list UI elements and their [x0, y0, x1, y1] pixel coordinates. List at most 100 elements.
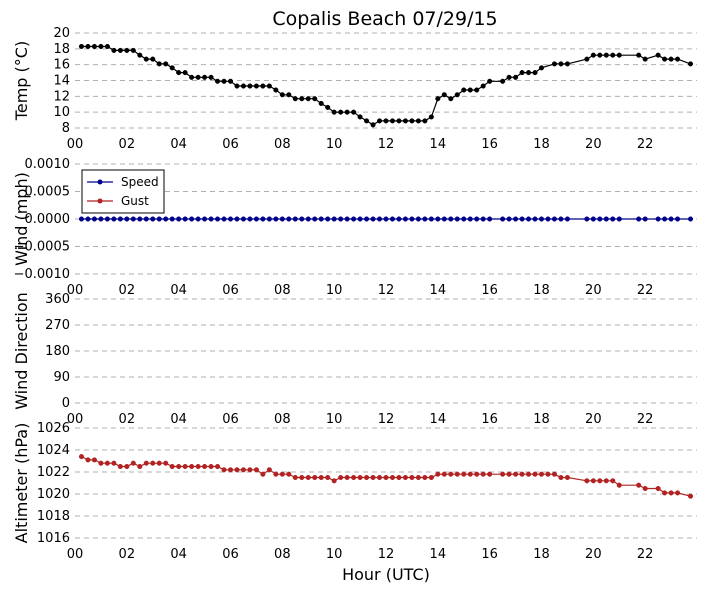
dir-y-tick-label: 90: [53, 370, 70, 385]
alt-data-point: [299, 474, 305, 481]
alt-data-point: [234, 467, 240, 473]
wind-x-tick-label: 06: [222, 283, 239, 298]
wind-data-point: [176, 216, 182, 222]
alt-data-point: [286, 471, 292, 477]
wind-data-point: [169, 216, 175, 222]
legend-marker: [97, 198, 103, 204]
alt-data-point: [351, 474, 357, 481]
temp-x-tick-label: 02: [119, 137, 136, 152]
temp-x-tick-label: 04: [170, 137, 187, 152]
temp-data-point: [448, 96, 454, 102]
alt-data-point: [467, 471, 473, 477]
temp-data-point: [176, 70, 182, 76]
dir-x-tick-label: 16: [481, 412, 498, 427]
alt-y-tick-label: 1020: [37, 487, 70, 502]
alt-data-point: [409, 474, 415, 481]
wind-data-point: [597, 216, 603, 222]
alt-y-tick-label: 1018: [37, 509, 70, 524]
alt-data-point: [78, 454, 85, 460]
alt-x-tick-label: 06: [222, 547, 239, 562]
legend-label: Speed: [121, 175, 159, 189]
temp-data-point: [662, 56, 668, 62]
alt-x-tick-label: 02: [119, 547, 136, 562]
alt-data-point: [273, 471, 279, 477]
alt-data-point: [331, 478, 337, 484]
temp-x-tick-label: 16: [481, 137, 498, 152]
temp-data-point: [525, 70, 532, 76]
alt-data-point: [487, 471, 493, 477]
temp-data-point: [208, 74, 214, 80]
alt-y-tick-label: 1016: [37, 531, 70, 546]
alt-data-point: [564, 474, 570, 481]
wind-data-point: [675, 216, 681, 222]
temp-y-tick-label: 8: [62, 121, 70, 136]
wind-data-point: [655, 216, 661, 222]
alt-data-point: [525, 471, 532, 477]
wind-data-point: [513, 216, 519, 222]
temp-data-point: [422, 118, 428, 124]
alt-data-point: [590, 478, 596, 484]
alt-data-point: [428, 474, 434, 481]
alt-data-point: [603, 478, 609, 484]
alt-data-point: [130, 460, 136, 466]
alt-data-point: [389, 474, 396, 481]
wind-data-point: [85, 216, 91, 222]
wind-data-point: [189, 216, 195, 222]
temp-x-tick-label: 12: [378, 137, 395, 152]
wind-data-point: [396, 216, 402, 222]
alt-data-point: [111, 460, 117, 466]
temp-x-tick-label: 06: [222, 137, 239, 152]
wind-x-tick-label: 08: [274, 283, 291, 298]
alt-data-point: [370, 474, 376, 481]
temp-data-point: [551, 61, 558, 67]
temp-x-tick-label: 18: [533, 137, 550, 152]
wind-data-point: [299, 216, 305, 222]
dir-x-tick-label: 04: [170, 412, 187, 427]
dir-x-tick-label: 08: [274, 412, 291, 427]
wind-data-point: [221, 216, 227, 222]
temp-data-point: [130, 47, 136, 53]
wind-data-point: [610, 216, 616, 222]
wind-panel: −0.0010 −0.0005 0.0000 0.0005 0.0010 00 02 04 06…: [12, 157, 697, 298]
wind-data-point: [687, 216, 694, 222]
temp-data-point: [584, 56, 590, 62]
wind-data-point: [260, 216, 266, 222]
wind-data-point: [305, 216, 311, 222]
temp-data-point: [564, 61, 570, 67]
wind-data-point: [461, 216, 467, 222]
wind-data-point: [525, 216, 532, 222]
alt-data-point: [182, 463, 188, 470]
wind-data-point: [480, 216, 486, 222]
wind-data-point: [474, 216, 480, 222]
alt-data-point: [422, 474, 428, 481]
temp-data-point: [415, 118, 421, 124]
temp-data-point: [435, 96, 441, 102]
temp-data-point: [124, 47, 130, 53]
temp-data-point: [266, 83, 272, 89]
alt-data-point: [441, 471, 447, 477]
alt-data-point: [266, 467, 272, 473]
alt-data-point: [558, 474, 564, 481]
wind-data-point: [331, 216, 337, 222]
wind-data-point: [422, 216, 428, 222]
alt-data-point: [610, 478, 616, 484]
wind-data-point: [506, 216, 512, 222]
alt-data-point: [143, 460, 149, 466]
wind-x-tick-label: 04: [170, 283, 187, 298]
dir-x-tick-label: 06: [222, 412, 239, 427]
temp-data-point: [636, 52, 642, 58]
alt-data-point: [137, 463, 143, 470]
wind-data-point: [325, 216, 331, 222]
wind-data-point: [318, 216, 324, 222]
alt-data-point: [117, 463, 123, 470]
wind-data-point: [441, 216, 447, 222]
dir-x-tick-label: 14: [430, 412, 447, 427]
alt-data-point: [474, 471, 480, 477]
wind-data-point: [130, 216, 136, 222]
temp-data-point: [532, 70, 538, 76]
temp-data-point: [590, 52, 596, 58]
temp-data-point: [344, 109, 350, 115]
temp-data-point: [78, 43, 85, 50]
alt-data-point: [247, 467, 253, 473]
wind-data-point: [266, 216, 272, 222]
